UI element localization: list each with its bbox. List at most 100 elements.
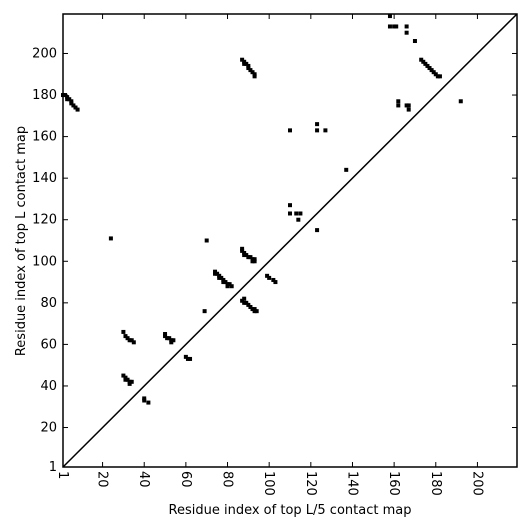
contact-point <box>404 24 409 29</box>
contact-point <box>273 280 278 285</box>
contact-point <box>213 271 218 276</box>
contact-point <box>248 68 253 73</box>
x-tick-label: 60 <box>178 471 193 488</box>
y-tick-label: 40 <box>40 379 57 394</box>
contact-point <box>437 74 442 79</box>
contact-point <box>315 228 320 233</box>
contact-point <box>142 396 147 401</box>
contact-point <box>169 340 174 345</box>
x-tick-label: 140 <box>344 471 359 496</box>
x-tick-label: 180 <box>428 471 443 496</box>
contact-point <box>165 336 170 341</box>
contact-point <box>246 255 251 260</box>
contact-point <box>129 379 134 384</box>
contact-point <box>202 309 207 314</box>
y-tick-label: 80 <box>40 296 57 311</box>
contact-point <box>129 338 134 343</box>
y-tick-label: 1 <box>49 460 57 475</box>
contact-point <box>344 167 349 172</box>
contact-point <box>142 398 147 403</box>
contact-point <box>146 400 151 405</box>
contact-point <box>131 340 136 345</box>
contact-point <box>65 97 70 102</box>
contact-point <box>183 354 188 359</box>
contact-point <box>225 284 230 289</box>
contact-point <box>123 377 128 382</box>
y-tick-label: 180 <box>32 88 57 103</box>
contact-point <box>294 211 299 216</box>
contact-point <box>250 307 255 312</box>
contact-point <box>250 70 255 75</box>
x-tick-label: 1 <box>55 471 70 479</box>
contact-point <box>240 248 245 253</box>
y-tick-label: 120 <box>32 213 57 228</box>
contact-point <box>433 72 438 77</box>
contact-point <box>242 61 247 66</box>
contact-point <box>123 375 128 380</box>
contact-point <box>67 97 72 102</box>
contact-point <box>229 284 234 289</box>
contact-point <box>265 273 270 278</box>
contact-point <box>163 334 168 339</box>
contact-point <box>246 63 251 68</box>
contact-point <box>425 63 430 68</box>
contact-point <box>427 66 432 71</box>
contact-point <box>188 356 193 361</box>
contact-point <box>252 74 257 79</box>
contact-point <box>267 275 272 280</box>
contact-point <box>246 66 251 71</box>
y-tick-label: 60 <box>40 337 57 352</box>
contact-point <box>252 309 257 314</box>
contact-point <box>121 373 126 378</box>
contact-point <box>163 332 168 337</box>
contact-point <box>127 379 132 384</box>
contact-point <box>217 273 222 278</box>
contact-point <box>252 72 257 77</box>
contact-point <box>429 68 434 73</box>
contact-point <box>435 74 440 79</box>
contact-point <box>121 329 126 334</box>
x-tick-label: 20 <box>95 471 110 488</box>
contact-point <box>221 280 226 285</box>
x-tick-label: 160 <box>386 471 401 496</box>
contact-point <box>296 217 301 222</box>
contact-point <box>315 122 320 127</box>
contact-point <box>217 275 222 280</box>
contact-point <box>242 250 247 255</box>
contact-point <box>244 300 249 305</box>
contact-point <box>404 103 409 108</box>
contact-point <box>458 99 463 104</box>
contact-point <box>248 255 253 260</box>
contact-point <box>421 59 426 64</box>
contact-point <box>167 336 172 341</box>
contact-point <box>240 246 245 251</box>
contact-point <box>125 377 130 382</box>
contact-point <box>298 211 303 216</box>
contact-point <box>271 277 276 282</box>
contact-point <box>387 14 392 19</box>
y-tick-label: 160 <box>32 130 57 145</box>
contact-point <box>406 103 411 108</box>
contact-point <box>250 257 255 262</box>
contact-point <box>171 338 176 343</box>
contact-point <box>221 277 226 282</box>
contact-point <box>250 259 255 264</box>
contact-point <box>65 95 70 100</box>
x-tick-label: 80 <box>220 471 235 488</box>
diagonal <box>62 13 518 468</box>
contact-point <box>242 296 247 301</box>
contact-point <box>242 300 247 305</box>
contact-point <box>69 101 74 106</box>
contact-point <box>73 105 78 110</box>
contact-point <box>288 203 292 208</box>
x-tick-label: 200 <box>469 471 484 496</box>
contact-point <box>127 381 132 386</box>
contact-point <box>419 57 424 62</box>
contact-point <box>431 70 436 75</box>
contact-point <box>252 259 257 264</box>
contact-point <box>242 253 247 258</box>
contact-point <box>252 257 257 262</box>
x-tick-label: 40 <box>136 471 151 488</box>
contact-point <box>123 334 128 339</box>
